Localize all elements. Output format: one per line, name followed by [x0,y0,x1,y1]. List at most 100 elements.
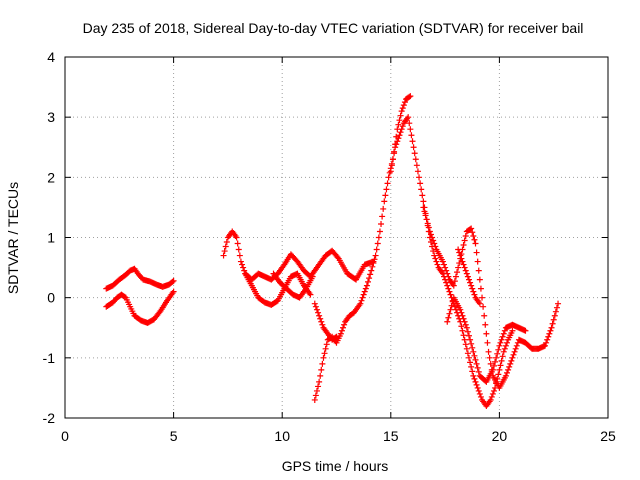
data-point [444,270,451,277]
data-point [399,123,406,130]
data-point [332,334,339,341]
data-point [500,348,507,355]
data-point [445,285,452,292]
data-point [236,252,243,259]
data-point [459,258,466,265]
data-point [486,354,493,361]
data-point [465,354,472,361]
data-point [498,336,505,343]
x-tick-label: 0 [61,428,69,444]
data-point [388,162,395,169]
data-point [416,174,423,181]
data-point [317,315,324,322]
data-series [103,93,562,409]
data-point [509,327,516,334]
data-point [444,318,451,325]
data-point [457,306,464,313]
data-point [458,255,465,262]
data-point [443,267,450,274]
data-point [469,344,476,351]
data-point [316,312,323,319]
data-point [359,294,366,301]
data-point [423,216,430,223]
data-point [462,321,469,328]
data-point [487,360,494,367]
data-point [421,208,428,215]
data-point [389,156,396,163]
data-point [321,350,328,357]
y-tick-label: 4 [47,49,55,65]
data-point [522,327,529,334]
data-point [370,260,377,267]
data-point [315,383,322,390]
data-point [442,264,449,271]
data-point [474,258,481,265]
data-point [433,258,440,265]
data-point [418,186,425,193]
data-point [316,378,323,385]
data-point [424,220,431,227]
data-point [311,300,318,307]
data-point [469,229,476,236]
data-point [322,345,329,352]
data-point [467,279,474,286]
data-point [447,306,454,313]
data-point [368,267,375,274]
data-point [456,260,463,267]
data-point [471,291,478,298]
data-point [464,350,471,357]
data-point [396,132,403,139]
data-point [500,330,507,337]
data-point [430,237,437,244]
data-point [422,212,429,219]
data-point [473,249,480,256]
data-point [311,396,318,403]
series-arc-8 [420,204,562,391]
data-point [506,363,513,370]
data-point [463,324,470,331]
data-point [405,114,412,121]
data-point [476,390,483,397]
data-point [407,93,414,100]
data-point [497,362,504,369]
x-tick-label: 5 [170,428,178,444]
data-point [396,117,403,124]
data-point [468,340,475,347]
series-arc-7 [387,114,516,409]
data-point [443,279,450,286]
data-point [462,267,469,274]
data-point [446,288,453,295]
series-arc-1-upper [103,265,177,292]
data-point [417,180,424,187]
data-point [364,278,371,285]
data-point [469,368,476,375]
data-point [399,105,406,112]
data-point [379,213,386,220]
data-point [464,328,471,335]
data-point [235,246,242,253]
data-point [239,261,246,268]
data-point [473,381,480,388]
data-point [495,346,502,353]
data-point [458,323,465,330]
data-point [461,318,468,325]
y-tick-labels: -2 -1 0 1 2 3 4 [43,49,56,426]
data-point [501,327,508,334]
data-point [490,362,497,369]
data-point [463,345,470,352]
data-point [427,231,434,238]
data-point [468,363,475,370]
data-point [382,192,389,199]
data-point [485,348,492,355]
data-point [483,330,490,337]
data-point [406,93,413,100]
data-point [505,366,512,373]
data-point [340,324,347,331]
data-point [363,282,370,289]
data-point [504,369,511,376]
data-point [425,224,432,231]
data-point [474,384,481,391]
data-point [475,387,482,394]
data-point [334,254,341,261]
data-point [313,306,320,313]
